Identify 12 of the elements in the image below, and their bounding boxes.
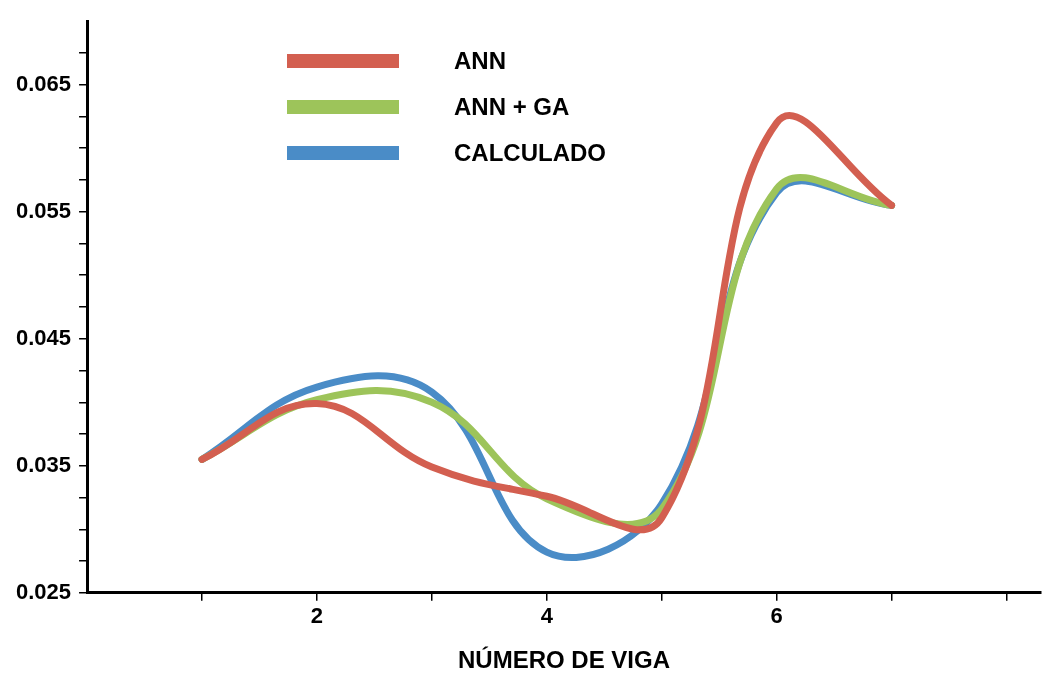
x-axis-title: NÚMERO DE VIGA (458, 646, 671, 674)
legend-label: CALCULADO (454, 139, 606, 167)
legend-label: ANN + GA (454, 93, 570, 121)
y-tick-label: 0.025 (15, 578, 72, 604)
y-tick-label: 0.055 (15, 197, 72, 223)
y-tick-label: 0.035 (15, 451, 72, 477)
y-tick-label: 0.065 (15, 70, 72, 96)
x-tick-label: 4 (540, 603, 554, 629)
legend-label: ANN (454, 47, 506, 75)
x-tick-label: 2 (310, 603, 324, 629)
x-tick-label: 6 (770, 603, 783, 629)
y-tick-label: 0.045 (15, 324, 72, 350)
